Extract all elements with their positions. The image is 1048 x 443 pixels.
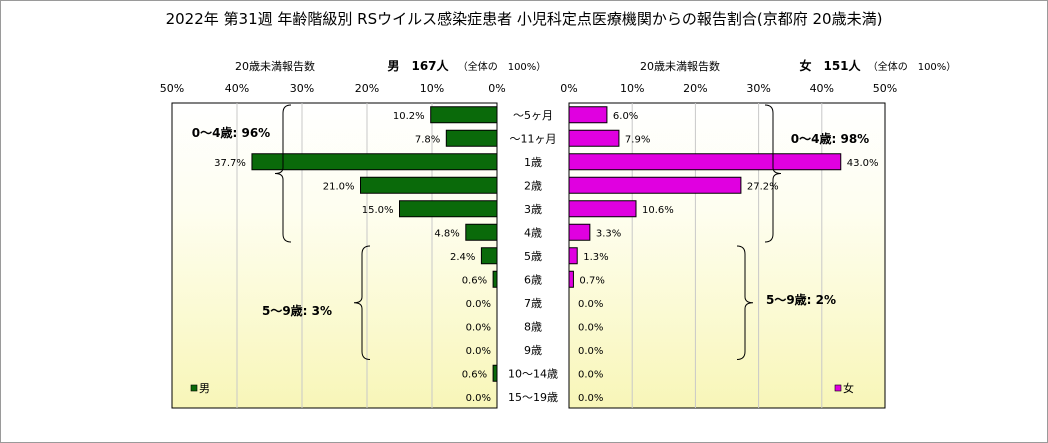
female-value-label: 1.3% bbox=[583, 252, 608, 263]
male-value-label: 2.4% bbox=[450, 252, 475, 263]
female-value-label: 0.0% bbox=[578, 322, 603, 333]
female-tick-label: 40% bbox=[810, 82, 834, 95]
male-value-label: 0.0% bbox=[466, 346, 491, 357]
female-value-label: 0.0% bbox=[578, 393, 603, 404]
male-value-label: 15.0% bbox=[362, 205, 394, 216]
female-value-label: 0.0% bbox=[578, 299, 603, 310]
category-label: 〜5ヶ月 bbox=[513, 109, 553, 122]
female-value-label: 0.0% bbox=[578, 346, 603, 357]
female-count-label: 女 151人 bbox=[799, 58, 861, 73]
category-label: 3歳 bbox=[524, 203, 542, 216]
female-value-label: 7.9% bbox=[625, 134, 650, 145]
female-group-label: 0〜4歳: 98% bbox=[791, 131, 869, 146]
male-bar bbox=[492, 364, 498, 382]
female-bar bbox=[568, 129, 620, 147]
category-label: 4歳 bbox=[524, 226, 542, 239]
male-value-label: 37.7% bbox=[214, 158, 246, 169]
male-bar bbox=[399, 200, 498, 218]
category-label: 15〜19歳 bbox=[508, 391, 558, 404]
female-bar bbox=[568, 106, 608, 124]
female-bar bbox=[568, 153, 842, 171]
female-value-label: 43.0% bbox=[847, 158, 879, 169]
female-group-brace bbox=[736, 245, 754, 360]
male-group-label: 5〜9歳: 3% bbox=[262, 303, 332, 318]
male-bar bbox=[430, 106, 498, 124]
female-total-note: （全体の 100%） bbox=[868, 60, 957, 73]
male-value-label: 21.0% bbox=[323, 181, 355, 192]
female-bar bbox=[568, 270, 574, 288]
male-bar bbox=[492, 270, 498, 288]
male-bar bbox=[480, 247, 498, 265]
female-bar bbox=[568, 247, 578, 265]
male-group-brace bbox=[353, 245, 371, 360]
male-count-label: 男 167人 bbox=[387, 58, 449, 73]
female-value-label: 10.6% bbox=[642, 205, 674, 216]
female-bar bbox=[568, 200, 637, 218]
female-legend-label: 女 bbox=[843, 381, 854, 395]
male-tick-label: 40% bbox=[225, 82, 249, 95]
male-tick-label: 0% bbox=[488, 82, 505, 95]
male-axis-title: 20歳未満報告数 bbox=[235, 60, 315, 73]
category-label: 9歳 bbox=[524, 344, 542, 357]
female-value-label: 27.2% bbox=[747, 181, 779, 192]
female-plot-area bbox=[568, 102, 886, 409]
male-value-label: 4.8% bbox=[434, 228, 459, 239]
male-value-label: 7.8% bbox=[415, 134, 440, 145]
female-bar bbox=[568, 223, 591, 241]
female-value-label: 6.0% bbox=[613, 111, 638, 122]
female-value-label: 3.3% bbox=[596, 228, 621, 239]
male-value-label: 0.0% bbox=[466, 393, 491, 404]
male-value-label: 0.6% bbox=[462, 369, 487, 380]
male-bar bbox=[445, 129, 498, 147]
category-label: 8歳 bbox=[524, 320, 542, 333]
category-label: 7歳 bbox=[524, 297, 542, 310]
female-group-brace bbox=[764, 104, 782, 243]
female-legend-swatch bbox=[834, 384, 842, 392]
male-plot-area bbox=[171, 102, 498, 409]
female-tick-label: 50% bbox=[873, 82, 897, 95]
chart-title: 2022年 第31週 年齢階級別 RSウイルス感染症患者 小児科定点医療機関から… bbox=[166, 10, 883, 28]
male-value-label: 0.0% bbox=[466, 299, 491, 310]
male-value-label: 0.6% bbox=[462, 275, 487, 286]
male-bar bbox=[360, 176, 498, 194]
female-group-label: 5〜9歳: 2% bbox=[766, 292, 836, 307]
female-tick-label: 30% bbox=[746, 82, 770, 95]
male-tick-label: 10% bbox=[420, 82, 444, 95]
male-value-label: 0.0% bbox=[466, 322, 491, 333]
male-tick-label: 30% bbox=[290, 82, 314, 95]
male-bar bbox=[465, 223, 498, 241]
male-bar bbox=[251, 153, 498, 171]
female-value-label: 0.7% bbox=[579, 275, 604, 286]
female-value-label: 0.0% bbox=[578, 369, 603, 380]
category-label: 1歳 bbox=[524, 156, 542, 169]
male-group-brace bbox=[274, 104, 292, 243]
male-legend-swatch bbox=[190, 384, 198, 392]
female-bar bbox=[568, 176, 742, 194]
female-tick-label: 10% bbox=[620, 82, 644, 95]
male-total-note: （全体の 100%） bbox=[458, 60, 547, 73]
male-group-label: 0〜4歳: 96% bbox=[192, 125, 270, 140]
female-axis-title: 20歳未満報告数 bbox=[640, 60, 720, 73]
category-label: 10〜14歳 bbox=[508, 367, 558, 380]
female-tick-label: 20% bbox=[683, 82, 707, 95]
female-tick-label: 0% bbox=[560, 82, 577, 95]
male-value-label: 10.2% bbox=[393, 111, 425, 122]
male-legend-label: 男 bbox=[199, 382, 210, 395]
category-label: 5歳 bbox=[524, 250, 542, 263]
category-label: 〜11ヶ月 bbox=[510, 132, 557, 145]
male-tick-label: 20% bbox=[355, 82, 379, 95]
category-label: 2歳 bbox=[524, 179, 542, 192]
category-label: 6歳 bbox=[524, 273, 542, 286]
male-tick-label: 50% bbox=[160, 82, 184, 95]
